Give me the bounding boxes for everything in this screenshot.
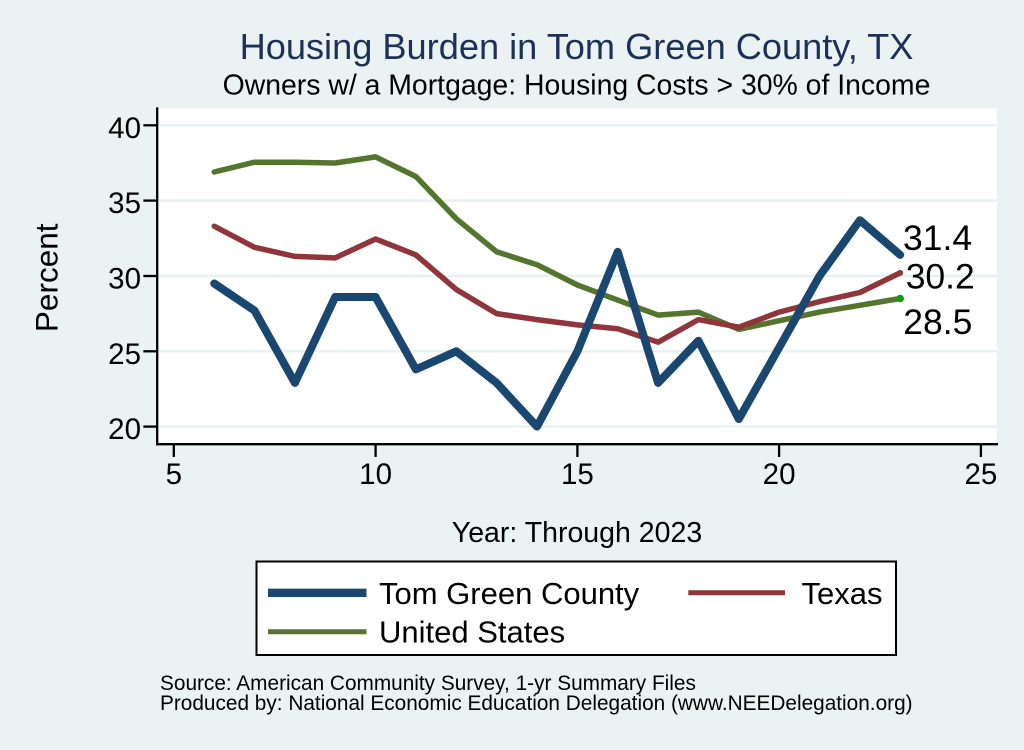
svg-text:28.5: 28.5: [903, 302, 972, 342]
svg-text:10: 10: [359, 458, 392, 491]
svg-text:United States: United States: [379, 615, 565, 650]
svg-text:20: 20: [763, 458, 796, 491]
svg-text:Tom Green County: Tom Green County: [379, 576, 640, 611]
svg-text:Year: Through 2023: Year: Through 2023: [452, 517, 702, 549]
svg-text:5: 5: [166, 458, 182, 491]
svg-text:15: 15: [561, 458, 594, 491]
svg-text:Source: American Community Sur: Source: American Community Survey, 1-yr …: [160, 672, 696, 695]
svg-text:Owners w/ a Mortgage: Housing: Owners w/ a Mortgage: Housing Costs > 30…: [223, 70, 931, 102]
svg-text:25: 25: [964, 458, 997, 491]
svg-text:Texas: Texas: [802, 576, 883, 611]
svg-text:31.4: 31.4: [903, 218, 972, 258]
svg-text:40: 40: [108, 112, 141, 145]
svg-text:20: 20: [108, 413, 141, 446]
svg-text:35: 35: [108, 187, 141, 220]
svg-text:30.2: 30.2: [906, 257, 975, 297]
svg-text:Produced by: National Economic: Produced by: National Economic Education…: [160, 692, 913, 715]
svg-text:Percent: Percent: [29, 223, 65, 332]
svg-text:25: 25: [108, 338, 141, 371]
svg-text:30: 30: [108, 263, 141, 296]
svg-text:Housing Burden in Tom Green Co: Housing Burden in Tom Green County, TX: [240, 26, 914, 67]
